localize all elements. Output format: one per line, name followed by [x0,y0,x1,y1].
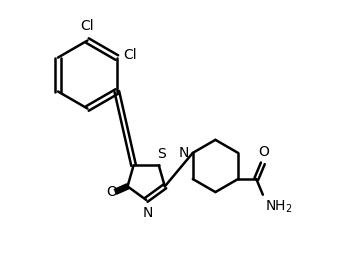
Text: O: O [106,185,117,199]
Text: N: N [142,206,153,220]
Text: N: N [179,146,189,160]
Text: Cl: Cl [123,48,137,62]
Text: NH$_2$: NH$_2$ [265,199,293,215]
Text: S: S [157,147,166,161]
Text: Cl: Cl [81,19,94,33]
Text: O: O [259,145,269,159]
